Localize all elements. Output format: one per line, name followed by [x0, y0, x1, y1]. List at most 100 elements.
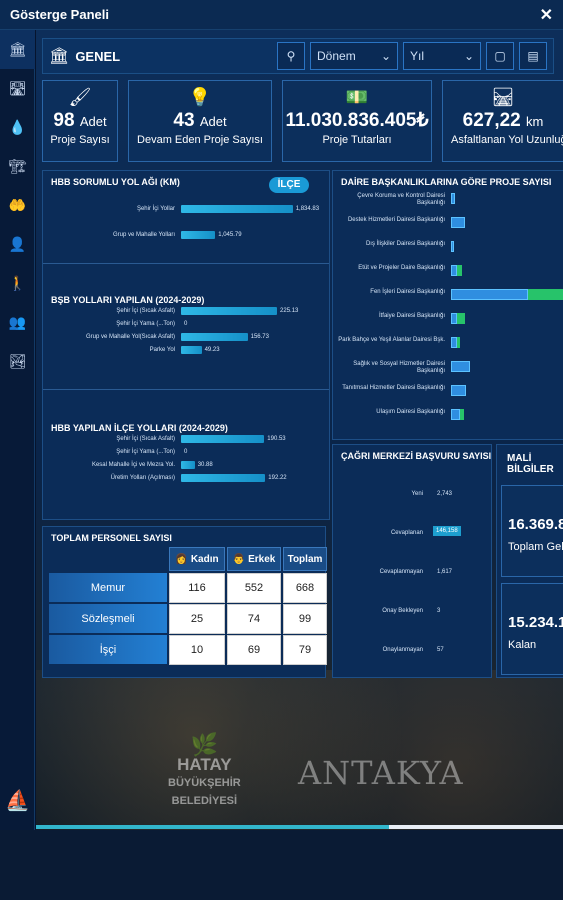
window-title: Gösterge Paneli — [10, 7, 109, 22]
bar-label: Parke Yol — [149, 347, 175, 353]
filter-button[interactable]: ⚲ — [277, 42, 305, 70]
sidebar-item-groups[interactable]: 👥 — [0, 303, 35, 342]
bar-value: 225.13 — [280, 308, 299, 314]
staff-cell-kadin: 10 — [169, 635, 225, 665]
call-center-title: ÇAĞRI MERKEZİ BAŞVURU SAYISI — [341, 451, 492, 461]
sidebar-item-general[interactable]: 🏛 — [0, 30, 35, 69]
sidebar-logo-icon[interactable]: ⛵ — [5, 789, 30, 812]
staff-cell-erkek: 74 — [227, 604, 281, 634]
footer-bar — [0, 830, 563, 900]
bar-label: Şehir İçi Yama (...Ton) — [116, 321, 175, 327]
bar — [181, 205, 293, 213]
user-icon: 👤 — [8, 236, 27, 252]
staff-row-label[interactable]: Sözleşmeli — [49, 604, 167, 634]
sidebar-item-parks[interactable]: 🏞 — [0, 342, 35, 381]
pen-icon: 🖌 — [68, 87, 92, 107]
construction-icon: 🏗 — [8, 158, 27, 174]
finance-card-remaining: 15.234.1 Kalan — [501, 583, 563, 675]
money-icon: 💵 — [345, 87, 369, 107]
calendar-icon: ▢ — [494, 49, 506, 63]
city-name: ANTAKYA — [298, 754, 464, 792]
year-select-label: Yıl — [410, 49, 425, 63]
bsb-roads-title: BŞB YOLLARI YAPILAN (2024-2029) — [51, 295, 205, 305]
lightbulb-icon: 💡 — [188, 87, 212, 107]
call-value: 57 — [437, 647, 444, 653]
progress-bar — [36, 825, 563, 829]
bar — [181, 231, 216, 239]
department-bar — [451, 217, 466, 228]
sidebar-item-construction[interactable]: 🏗 — [0, 147, 35, 186]
call-value: 146,158 — [433, 526, 461, 536]
header-label: Erkek — [248, 553, 276, 565]
call-label: Cevaplanan — [390, 530, 423, 536]
departments-title: DAİRE BAŞKANLIKLARINA GÖRE PROJE SAYISI — [341, 177, 552, 187]
department-bar — [451, 313, 457, 324]
kpi-unit: Adet — [199, 114, 227, 129]
bar-row: Şehir İçi Yama (...Ton) 0 — [43, 320, 187, 328]
kpi-unit: km — [526, 114, 544, 129]
landscape-icon: 🏞 — [8, 353, 27, 369]
sidebar-item-citizen[interactable]: 🚶 — [0, 264, 35, 303]
person-icon: 🚶 — [8, 275, 27, 291]
district-toggle-button[interactable]: İLÇE — [269, 177, 309, 193]
department-label: Destek Hizmetleri Dairesi Başkanlığı — [347, 217, 445, 223]
department-bar — [451, 337, 457, 348]
finance-label: Kalan — [508, 639, 537, 651]
road-network-title: HBB SORUMLU YOL AĞI (KM) — [51, 177, 180, 187]
bar-value: 0 — [184, 321, 188, 327]
department-bar — [451, 409, 461, 420]
progress-fill — [36, 825, 390, 829]
finance-value: 15.234.1 — [508, 614, 563, 631]
building-icon: 🏛 — [8, 41, 27, 57]
divider — [43, 389, 329, 390]
year-select[interactable]: Yıl ⌄ — [403, 42, 481, 70]
bar-label: Şehir İçi Yollar — [136, 206, 175, 212]
sidebar-item-roads[interactable]: 🛣 — [0, 69, 35, 108]
city-background — [36, 670, 563, 830]
bar-value: 30.88 — [197, 462, 213, 468]
kpi-project-count: 🖌 98 Adet Proje Sayısı — [42, 80, 118, 162]
bar — [181, 474, 266, 482]
call-center-panel: ÇAĞRI MERKEZİ BAŞVURU SAYISI Yeni 2,743 Ce… — [332, 444, 492, 678]
department-bar — [451, 241, 454, 252]
male-avatar-icon: 👨 — [232, 553, 246, 565]
sidebar-item-personnel[interactable]: 👤 — [0, 225, 35, 264]
staff-cell-kadin: 116 — [169, 573, 225, 603]
department-label: Çevre Koruma ve Kontrol Dairesi Başkanlı… — [357, 193, 445, 206]
chevron-down-icon: ⌄ — [380, 49, 391, 63]
staff-cell-erkek: 69 — [227, 635, 281, 665]
dashboard-main: 🏛 GENEL ⚲ Dönem ⌄ Yıl ⌄ ▢ ▤ 🖌 98 Adet Proj… — [36, 30, 563, 830]
header-female: 👩 Kadın — [169, 547, 225, 571]
call-label: Onay Bekleyen — [382, 608, 423, 614]
close-icon[interactable]: ✕ — [539, 6, 553, 24]
kpi-label: Proje Sayısı — [50, 134, 110, 146]
kpi-asphalt-length: 🛤 627,22 km Asfaltlanan Yol Uzunluğu — [442, 80, 563, 162]
kpi-value: 627,22 — [462, 110, 521, 131]
brand-line: BELEDİYESİ — [171, 795, 238, 807]
kpi-value: 98 — [53, 110, 75, 131]
call-label: Cevaplanmayan — [379, 569, 423, 575]
calendar-button[interactable]: ▢ — [486, 42, 514, 70]
hatay-logo: 🌿 HATAY BÜYÜKŞEHİR BELEDİYESİ — [168, 734, 241, 810]
divider — [43, 263, 329, 264]
window-titlebar: Gösterge Paneli ✕ — [0, 0, 563, 30]
staff-row-label[interactable]: Memur — [49, 573, 167, 603]
sidebar-item-social[interactable]: 🤲 — [0, 186, 35, 225]
bar-label: Şehir İçi Yama (...Ton) — [116, 449, 175, 455]
bar-row: Grup ve Mahalle Yol(Sıcak Asfalt) 156.73 — [43, 333, 269, 341]
call-value: 3 — [437, 608, 441, 614]
bar-label: Grup ve Mahalle Yol(Sıcak Asfalt) — [85, 334, 175, 340]
group-icon: 👥 — [8, 314, 27, 330]
period-select[interactable]: Dönem ⌄ — [310, 42, 398, 70]
staff-row-label[interactable]: İşçi — [49, 635, 167, 665]
sidebar-item-water[interactable]: 💧 — [0, 108, 35, 147]
department-label: Ulaşım Dairesi Başkanlığı — [376, 409, 445, 415]
call-value: 1,617 — [437, 569, 453, 575]
toolbar: 🏛 GENEL ⚲ Dönem ⌄ Yıl ⌄ ▢ ▤ — [42, 38, 554, 74]
bar-row: Grup ve Mahalle Yolları 1,045.79 — [43, 231, 242, 239]
kpi-value: 11.030.836.405₺ — [285, 110, 429, 131]
department-label: Park Bahçe ve Yeşil Alanlar Dairesi Bşk. — [338, 337, 445, 343]
export-button[interactable]: ▤ — [519, 42, 547, 70]
bar-value: 190.53 — [267, 436, 286, 442]
department-label: Tanıtmsal Hizmetler Dairesi Başkanlığı — [342, 385, 445, 391]
